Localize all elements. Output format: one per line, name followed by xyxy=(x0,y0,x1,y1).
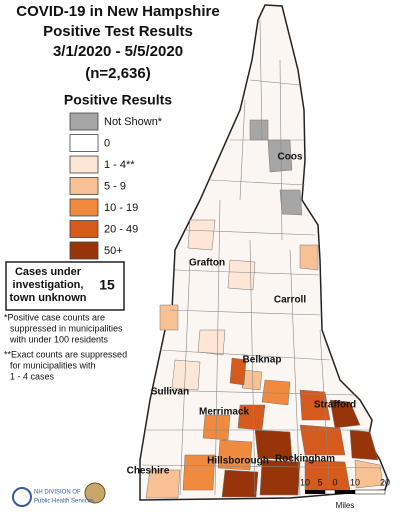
town-patch xyxy=(202,414,231,441)
scale-label: 20 xyxy=(380,477,390,487)
scale-label: 0 xyxy=(332,477,337,487)
town-patch xyxy=(249,119,269,141)
scale-segment xyxy=(305,490,325,494)
county-label: Belknap xyxy=(243,355,282,366)
county-label: Cheshire xyxy=(127,466,170,477)
town-patch xyxy=(182,454,216,491)
footnote: 1 - 4 cases xyxy=(10,371,55,381)
county-label: Merrimack xyxy=(199,407,249,418)
town-patch xyxy=(187,219,216,251)
logo-text: NH DIVISION OF xyxy=(34,490,81,496)
legend-label: 0 xyxy=(104,137,110,149)
legend-swatch xyxy=(69,155,99,174)
town-patch xyxy=(349,429,379,461)
town-patch xyxy=(299,389,331,421)
unknown-box xyxy=(5,261,125,311)
unknown-label: town unknown xyxy=(10,292,87,304)
legend-swatch xyxy=(69,220,99,238)
scale-label: 10 xyxy=(300,477,310,487)
town-patch xyxy=(221,469,259,498)
county-label: Carroll xyxy=(274,295,306,306)
town-borders xyxy=(141,19,383,496)
town-patch xyxy=(171,359,201,391)
scale-label: 10 xyxy=(350,477,360,487)
title-line: Positive Test Results xyxy=(43,23,193,40)
unknown-count: 15 xyxy=(99,277,115,293)
footnote: with under 100 residents xyxy=(9,334,109,344)
town-patch xyxy=(299,424,346,456)
county-labels: Coos Grafton Carroll Belknap Sullivan Merrima… xyxy=(127,152,357,477)
unknown-label: Cases under xyxy=(15,266,82,278)
county-label: Rockingham xyxy=(275,454,335,465)
town-patch xyxy=(229,357,247,386)
town-patch xyxy=(254,429,293,461)
legend-swatch xyxy=(69,112,99,131)
town-patch xyxy=(259,459,301,496)
county-label: Hillsborough xyxy=(207,456,269,467)
scale-segment xyxy=(354,489,386,495)
title-line: (n=2,636) xyxy=(85,65,150,82)
legend-label: 20 - 49 xyxy=(104,223,138,235)
town-patch xyxy=(354,459,384,489)
legend-swatch xyxy=(69,134,99,152)
title: COVID-19 in New Hampshire Positive Test R… xyxy=(16,3,219,82)
seal xyxy=(84,482,106,504)
scale-segment xyxy=(335,490,355,494)
legend-swatch xyxy=(69,177,99,195)
scale-bar: 10 5 0 10 20 Miles xyxy=(300,477,390,510)
footnote: *Positive case counts are xyxy=(4,312,105,322)
town-patch xyxy=(227,259,256,291)
town-patch xyxy=(197,329,226,356)
town-patch xyxy=(159,304,179,331)
town-patch xyxy=(299,244,319,271)
county-label: Coos xyxy=(278,152,303,163)
town-patches xyxy=(145,119,384,499)
scale-unit: Miles xyxy=(336,501,355,510)
logo-mark xyxy=(12,487,32,507)
county-label: Strafford xyxy=(314,400,356,411)
logo: NH DIVISION OF Public Health Services xyxy=(34,490,94,505)
footnote: for municipalities with xyxy=(10,360,96,370)
county-label: Grafton xyxy=(189,258,225,269)
scale-segment xyxy=(324,489,336,495)
legend-label: Not Shown* xyxy=(104,116,163,128)
title-line: 3/1/2020 - 5/5/2020 xyxy=(53,43,183,60)
town-lines xyxy=(179,19,331,496)
legend-label: 1 - 4** xyxy=(104,159,135,171)
state-outline xyxy=(139,4,389,501)
county-label: Sullivan xyxy=(151,387,189,398)
legend-title: Positive Results xyxy=(64,92,172,108)
footnote: **Exact counts are suppressed xyxy=(4,349,127,359)
legend-label: 10 - 19 xyxy=(104,202,138,214)
unknown-label: investigation, xyxy=(13,279,84,291)
town-patch xyxy=(261,379,291,406)
legend: Positive Results Not Shown* 0 1 - 4** 5 - 9 1… xyxy=(64,92,172,260)
town-patch xyxy=(279,189,303,216)
town-lines xyxy=(141,79,383,469)
logo-text: Public Health Services xyxy=(34,499,94,505)
legend-label: 5 - 9 xyxy=(104,180,126,192)
town-patch xyxy=(329,399,361,429)
footnote: suppressed in municipalities xyxy=(10,323,123,333)
legend-swatch xyxy=(69,198,99,217)
title-line: COVID-19 in New Hampshire xyxy=(16,3,219,20)
town-patch xyxy=(217,439,253,471)
town-patch xyxy=(145,469,181,499)
legend-label: 50+ xyxy=(104,245,123,257)
legend-swatch xyxy=(69,241,99,260)
scale-label: 5 xyxy=(317,477,322,487)
